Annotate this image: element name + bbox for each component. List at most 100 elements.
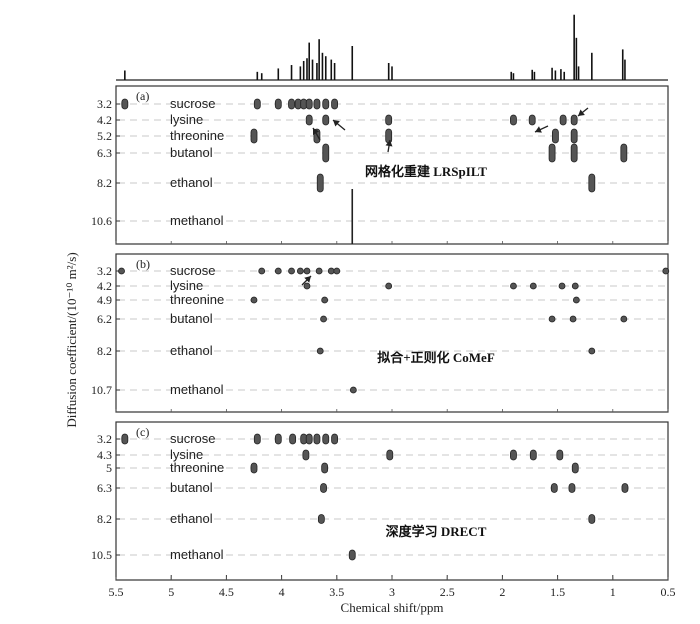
x-tick-label: 1	[610, 585, 616, 599]
y-tick-label: 10.6	[91, 214, 112, 228]
y-tick-label: 4.2	[97, 279, 112, 293]
peak-mark	[528, 114, 536, 126]
component-label: sucrose	[170, 96, 216, 111]
panel-tag: (c)	[136, 425, 149, 439]
peak-mark	[510, 449, 517, 461]
component-label: lysine	[170, 112, 203, 127]
peak-mark	[121, 433, 129, 445]
component-label: methanol	[170, 213, 224, 228]
peak-mark	[316, 347, 324, 355]
component-label: threonine	[170, 460, 224, 475]
y-tick-label: 4.2	[97, 113, 112, 127]
component-label: butanol	[170, 145, 213, 160]
peak-mark	[250, 128, 258, 144]
component-label: butanol	[170, 480, 213, 495]
x-tick-label: 1.5	[550, 585, 565, 599]
method-label: 拟合+正则化 CoMeF	[377, 350, 495, 365]
peak-mark	[588, 347, 596, 355]
peak-mark	[322, 114, 330, 126]
annotation-arrow	[534, 125, 549, 133]
y-tick-label: 3.2	[97, 264, 112, 278]
peak-mark	[305, 114, 313, 126]
y-tick-label: 6.3	[97, 481, 112, 495]
peak-mark	[662, 267, 670, 275]
peak-mark	[548, 315, 556, 323]
peak-mark	[322, 98, 330, 110]
peak-mark	[331, 433, 338, 445]
peak-mark	[568, 483, 576, 493]
peak-mark	[321, 462, 329, 474]
peak-mark	[572, 296, 580, 304]
panel: (c) 深度学习 DRECT 3.2 sucrose 4.3 lysine 5 threoni…	[91, 421, 669, 581]
peak-mark	[333, 267, 341, 275]
peak-mark	[550, 483, 558, 493]
peak-mark	[322, 143, 330, 163]
peak-mark	[320, 483, 327, 493]
peak-mark	[296, 267, 304, 275]
peak-mark	[510, 282, 517, 290]
1d-spectrum	[116, 14, 668, 81]
x-tick-label: 2	[499, 585, 505, 599]
peak-mark	[300, 433, 308, 445]
peak-mark	[250, 462, 258, 474]
x-tick-label: 5	[168, 585, 174, 599]
peak-mark	[253, 98, 261, 110]
component-label: sucrose	[170, 431, 216, 446]
peak-mark	[250, 296, 258, 304]
peak-mark	[294, 98, 302, 110]
method-label: 网格化重建 LRSpILT	[365, 164, 487, 179]
peak-mark	[529, 282, 537, 290]
peak-mark	[331, 98, 338, 110]
component-label: ethanol	[170, 511, 213, 526]
component-label: butanol	[170, 311, 213, 326]
peak-mark	[322, 433, 330, 445]
y-tick-label: 3.2	[97, 97, 112, 111]
peak-mark	[558, 282, 566, 290]
peak-mark	[327, 267, 335, 275]
peak-mark	[289, 433, 297, 445]
peak-mark	[288, 267, 295, 275]
annotation-arrow	[385, 139, 393, 153]
peak-mark	[559, 114, 567, 126]
panel: (a) 网格化重建 LRSpILT 3.2 sucrose 4.2 lysine 5.2 th…	[91, 85, 669, 245]
peak-mark	[571, 462, 579, 474]
component-label: threonine	[170, 292, 224, 307]
peak-mark	[305, 433, 313, 445]
peak-mark	[556, 449, 564, 461]
y-tick-label: 4.9	[97, 293, 112, 307]
y-tick-label: 6.3	[97, 146, 112, 160]
x-axis-title: Chemical shift/ppm	[341, 600, 444, 615]
peak-mark	[315, 267, 323, 275]
peak-mark	[588, 514, 596, 524]
x-tick-label: 3.5	[329, 585, 344, 599]
peak-mark	[305, 98, 313, 110]
y-tick-label: 10.7	[91, 383, 112, 397]
y-tick-label: 4.3	[97, 448, 112, 462]
peak-mark	[588, 173, 596, 193]
x-axis: 5.5 5 4.5 4 3.5 3 2.5 2 1.5 1 0.5	[109, 241, 676, 599]
component-label: sucrose	[170, 263, 216, 278]
peak-mark	[316, 173, 324, 193]
y-tick-label: 10.5	[91, 548, 112, 562]
peak-mark	[510, 114, 517, 126]
peak-mark	[253, 433, 261, 445]
annotation-arrow	[301, 275, 312, 286]
peak-mark	[621, 483, 629, 493]
annotation-arrow	[332, 119, 346, 131]
annotation-arrow	[577, 107, 589, 117]
peak-mark	[570, 114, 578, 126]
peak-mark	[386, 449, 394, 461]
x-tick-label: 4	[279, 585, 285, 599]
x-tick-label: 2.5	[440, 585, 455, 599]
x-tick-label: 0.5	[661, 585, 676, 599]
peak-mark	[121, 98, 129, 110]
peak-mark	[569, 315, 577, 323]
peak-mark	[385, 128, 393, 144]
component-label: lysine	[170, 447, 203, 462]
x-tick-label: 3	[389, 585, 395, 599]
component-label: methanol	[170, 382, 224, 397]
y-tick-label: 8.2	[97, 176, 112, 190]
peak-mark	[321, 296, 329, 304]
peak-mark	[303, 282, 311, 290]
